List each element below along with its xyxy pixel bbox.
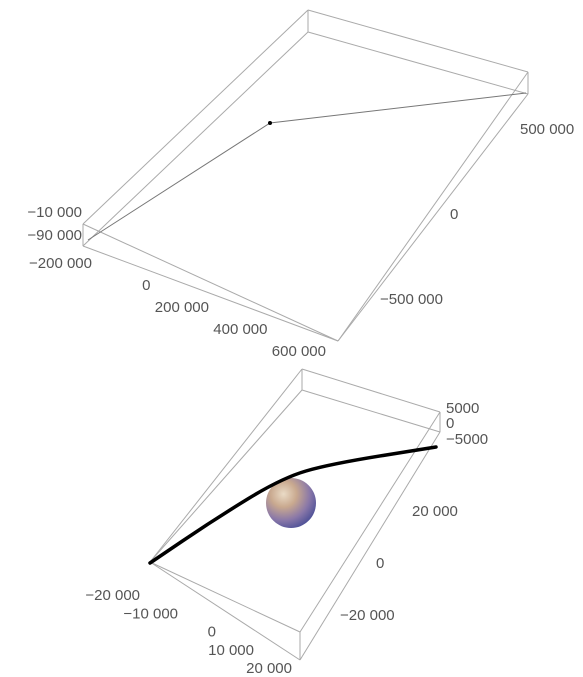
- sphere: [266, 478, 316, 528]
- z-tick-label: −90 000: [27, 227, 82, 244]
- x-tick-label: 600 000: [272, 343, 326, 360]
- y-tick-label: 0: [450, 206, 458, 223]
- y-tick-label: 500 000: [520, 121, 574, 138]
- x-tick-label: −10 000: [123, 605, 178, 622]
- box-edge: [307, 9, 529, 73]
- box-edge: [82, 9, 309, 225]
- z-tick-label: −10 000: [27, 204, 82, 221]
- z-tick-label: 5000: [446, 400, 479, 417]
- box-edge: [149, 389, 303, 563]
- box-edge: [82, 31, 309, 247]
- box-edge: [307, 31, 529, 95]
- box-edge: [337, 71, 529, 342]
- x-tick-label: −20 000: [85, 587, 140, 604]
- z-tick-label: −5000: [446, 431, 488, 448]
- box-edge: [299, 411, 441, 633]
- y-tick-label: 0: [376, 555, 384, 572]
- x-tick-label: 20 000: [246, 660, 292, 677]
- y-tick-label: −20 000: [340, 607, 395, 624]
- trajectory-line: [148, 445, 438, 565]
- box-edge: [337, 93, 529, 342]
- box-edge: [299, 431, 441, 661]
- box-edge: [82, 245, 339, 342]
- x-tick-label: 10 000: [208, 642, 254, 659]
- box-edge: [149, 368, 303, 563]
- box-edge: [149, 561, 301, 661]
- y-tick-label: 20 000: [412, 503, 458, 520]
- x-tick-label: 0: [142, 277, 150, 294]
- trajectory-marker: [268, 121, 272, 125]
- box-edge: [301, 368, 441, 413]
- y-tick-label: −500 000: [380, 291, 443, 308]
- box-edge: [82, 223, 339, 342]
- x-tick-label: 0: [208, 624, 216, 641]
- x-tick-label: −200 000: [29, 255, 92, 272]
- z-tick-label: 0: [446, 415, 454, 432]
- box-edge: [301, 389, 441, 433]
- trajectory-line: [87, 92, 527, 241]
- x-tick-label: 200 000: [155, 299, 209, 316]
- x-tick-label: 400 000: [213, 321, 267, 338]
- box-edge: [149, 561, 301, 633]
